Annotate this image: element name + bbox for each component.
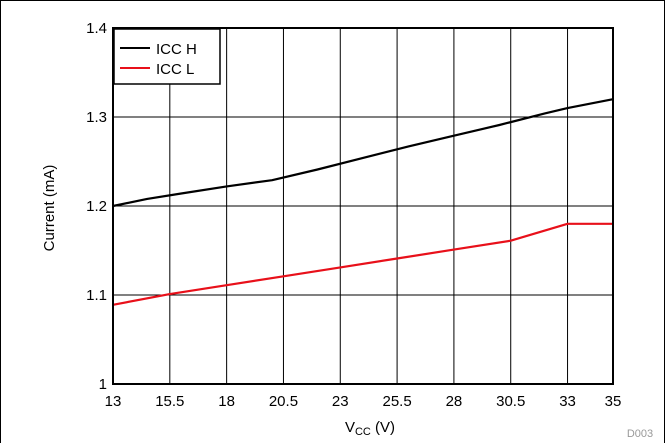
x-tick-label: 25.5: [382, 393, 411, 410]
x-tick-label: 20.5: [269, 393, 298, 410]
series-line-icc-l: [112, 222, 613, 306]
x-axis-label-main: V: [345, 419, 355, 436]
x-tick-label: 28: [446, 393, 463, 410]
tick-labels: 13 15.5 18 20.5 23 25.5 28 30.5 33 35 1 1.1 1.2 1.3 1.…: [86, 20, 621, 410]
y-axis-label: Current (mA): [41, 165, 58, 252]
legend: ICC H ICC L: [113, 28, 221, 85]
x-tick-label: 35: [605, 393, 622, 410]
x-tick-label: 18: [218, 393, 235, 410]
y-tick-label: 1.4: [86, 20, 107, 37]
y-tick-label: 1.1: [86, 287, 107, 304]
series-layer: [112, 98, 614, 306]
x-tick-label: 30.5: [496, 393, 525, 410]
series-line-icc-h: [112, 98, 614, 208]
legend-label-icc-h: ICC H: [156, 41, 197, 58]
legend-label-icc-l: ICC L: [156, 61, 194, 78]
figure-id: D003: [627, 428, 653, 440]
y-tick-label: 1.2: [86, 198, 107, 215]
y-tick-label: 1: [99, 376, 107, 393]
x-axis-label-unit: (V): [371, 419, 395, 436]
y-tick-label: 1.3: [86, 109, 107, 126]
x-tick-label: 15.5: [155, 393, 184, 410]
x-axis-label: VCC (V): [345, 419, 395, 438]
x-tick-label: 23: [332, 393, 349, 410]
x-tick-label: 13: [105, 393, 122, 410]
plot-frame: [112, 27, 614, 385]
legend-box: [113, 28, 221, 85]
x-axis-label-sub: CC: [355, 426, 371, 438]
x-tick-label: 33: [559, 393, 576, 410]
